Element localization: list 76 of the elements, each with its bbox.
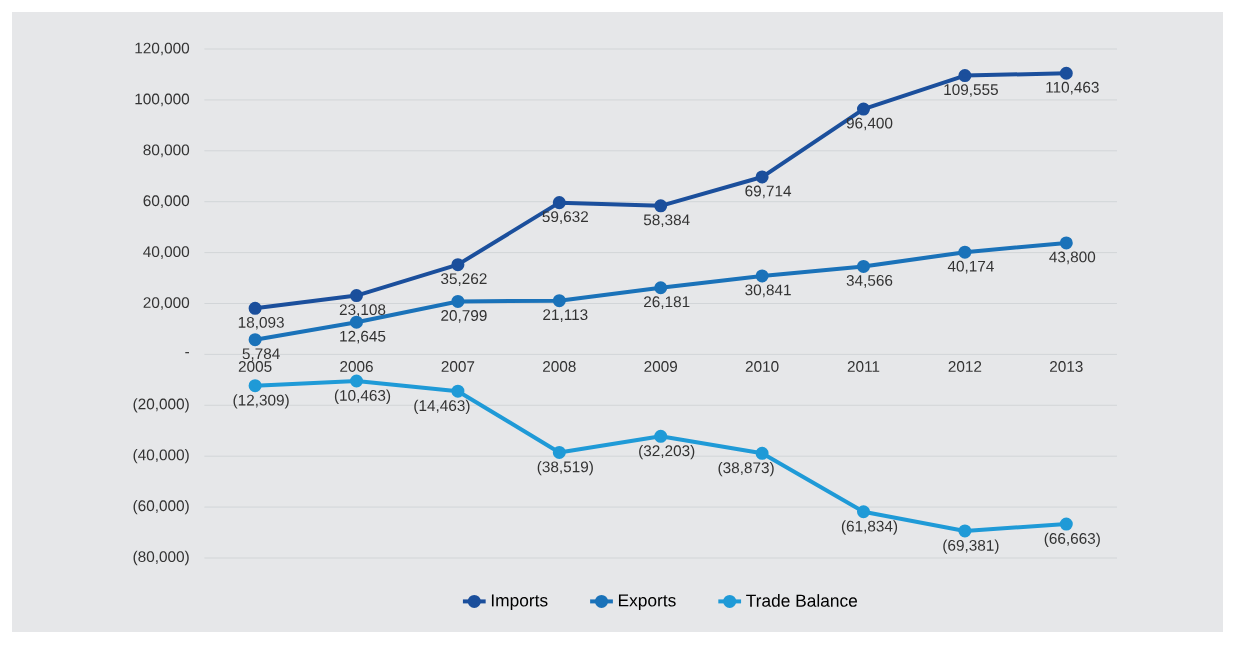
legend-label: Imports: [491, 594, 548, 610]
data-label: (61,834): [841, 520, 898, 535]
data-label: 26,181: [644, 296, 690, 310]
point: [856, 259, 871, 273]
data-label: (32,203): [639, 444, 695, 460]
data-label: (66,663): [1044, 532, 1100, 547]
y-tick-label: 40,000: [143, 246, 190, 259]
data-label: 110,463: [1046, 81, 1099, 95]
point: [552, 196, 566, 210]
y-tick-label: -: [185, 352, 190, 354]
point: [1059, 236, 1073, 250]
data-label: 34,566: [846, 275, 893, 288]
data-label: 96,400: [846, 117, 893, 131]
x-tick-label: 2009: [644, 361, 678, 372]
data-label: 20,799: [441, 310, 487, 323]
x-tick-label: 2007: [441, 361, 475, 372]
y-tick-label: (40,000): [133, 449, 189, 464]
y-tick-label: 120,000: [135, 42, 190, 56]
point: [451, 294, 465, 308]
data-label: (10,463): [334, 389, 391, 404]
x-tick-label: 2011: [847, 361, 880, 372]
data-label: (38,519): [537, 461, 593, 476]
legend-label: Trade Balance: [746, 594, 858, 607]
data-label: 21,113: [543, 309, 588, 322]
point: [958, 69, 972, 83]
point: [552, 294, 566, 308]
x-tick-label: 2012: [948, 361, 982, 372]
data-label: (12,309): [233, 394, 289, 409]
point: [958, 524, 972, 538]
x-tick-label: 2006: [340, 361, 373, 372]
data-label: 12,645: [340, 330, 386, 344]
data-label: (69,381): [943, 539, 999, 554]
data-label: 18,093: [238, 316, 284, 330]
x-tick-label: 2008: [543, 361, 576, 372]
point: [654, 281, 668, 295]
data-label: 69,714: [745, 185, 792, 199]
x-tick-label: 2013: [1050, 361, 1083, 372]
data-label: 43,800: [1049, 251, 1096, 265]
point: [552, 445, 566, 459]
y-tick-label: (60,000): [133, 499, 189, 515]
point: [451, 258, 465, 272]
point: [755, 269, 769, 283]
y-tick-label: (20,000): [133, 398, 189, 413]
point: [755, 446, 769, 460]
point: [248, 301, 262, 315]
point: [350, 289, 364, 303]
data-label: 59,632: [542, 211, 588, 224]
point: [1059, 66, 1073, 80]
point: [856, 102, 871, 116]
data-label: 23,108: [339, 304, 386, 317]
data-label: 40,174: [947, 260, 994, 274]
y-tick-label: 60,000: [143, 195, 190, 209]
y-tick-label: (80,000): [133, 550, 189, 566]
y-tick-label: 100,000: [135, 93, 190, 107]
point: [755, 170, 769, 184]
data-label: 58,384: [643, 214, 690, 228]
y-tick-label: 20,000: [143, 297, 190, 310]
data-label: (38,873): [718, 461, 774, 477]
data-label: 35,262: [441, 273, 487, 286]
point: [856, 505, 871, 519]
point: [1059, 517, 1073, 531]
data-label: 109,555: [944, 84, 998, 97]
x-tick-label: 2005: [238, 361, 272, 372]
point: [248, 333, 262, 347]
point: [350, 374, 364, 388]
point: [654, 199, 668, 213]
x-tick-label: 2010: [745, 361, 779, 372]
point: [248, 379, 262, 393]
point: [451, 384, 465, 398]
data-label: 5,784: [242, 348, 280, 361]
data-label: 30,841: [745, 284, 791, 298]
data-label: (14,463): [414, 399, 470, 415]
point: [958, 245, 972, 259]
y-tick-label: 80,000: [143, 144, 190, 158]
legend-label: Exports: [618, 594, 676, 610]
point: [654, 429, 668, 443]
